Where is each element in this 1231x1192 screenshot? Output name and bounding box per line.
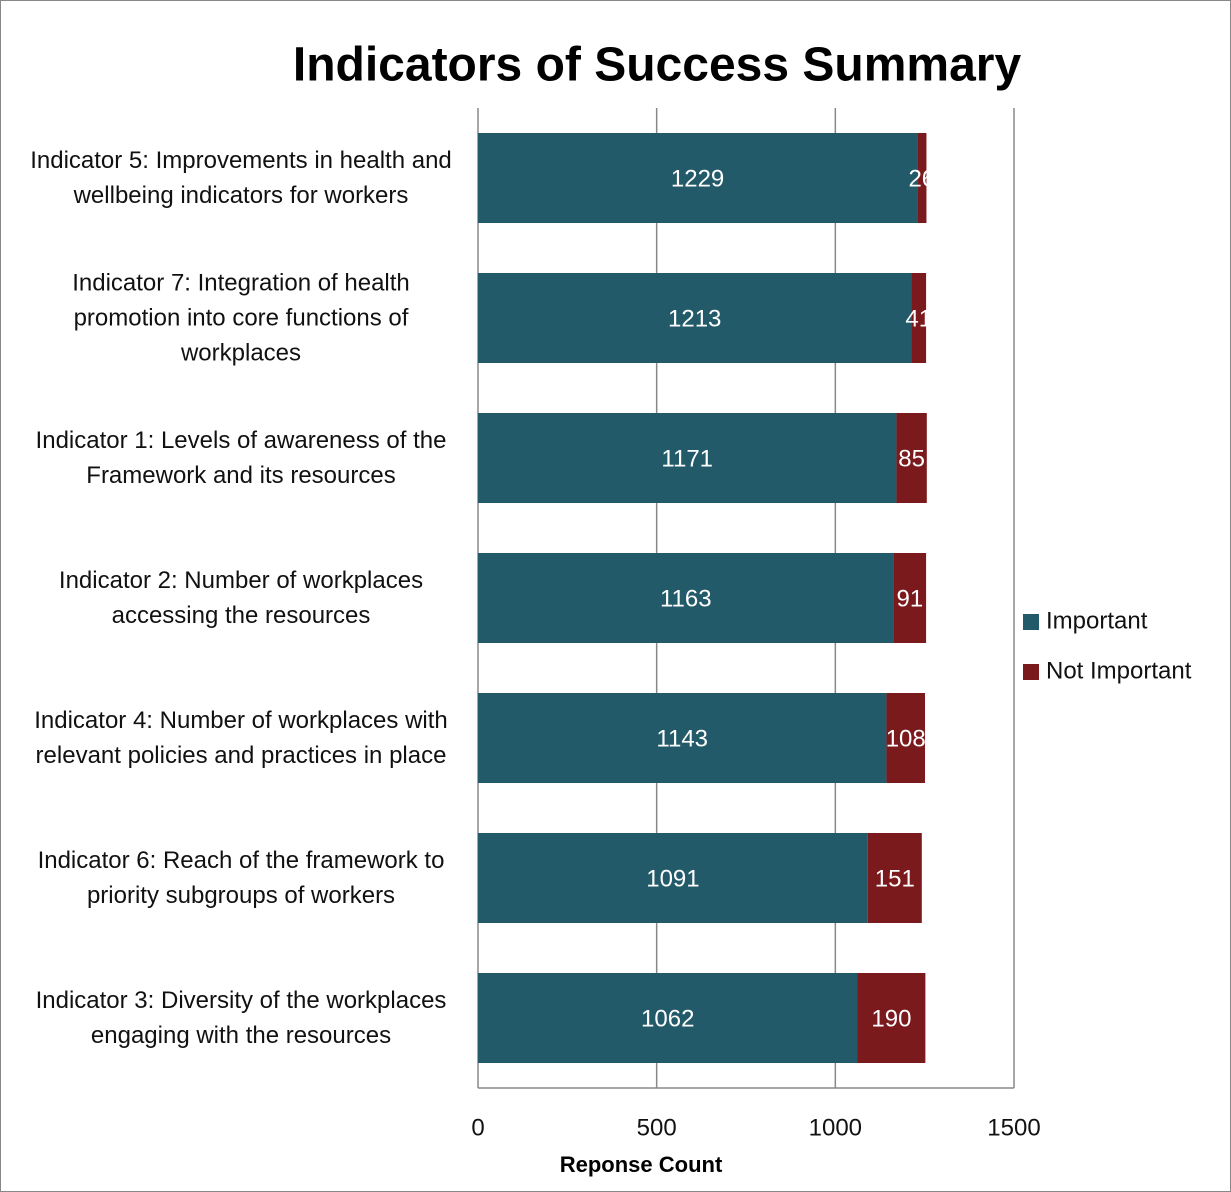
bar-segment <box>478 553 894 643</box>
bar-segment <box>857 973 926 1063</box>
y-tick-label: Indicator 5: Improvements in health and … <box>30 147 452 209</box>
data-label: 108 <box>886 725 926 752</box>
data-label: 1143 <box>656 725 708 752</box>
bar-segment <box>478 693 887 783</box>
data-label: 1062 <box>641 1005 694 1032</box>
bar-segment <box>896 413 927 503</box>
bar-segment <box>917 133 927 223</box>
y-tick-label: Indicator 1: Levels of awareness of the … <box>35 427 447 489</box>
x-tick-label: 500 <box>637 1114 677 1141</box>
x-tick-label: 1500 <box>987 1114 1040 1141</box>
bar-segment <box>886 693 926 783</box>
y-tick-label: Indicator 2: Number of workplaces access… <box>58 567 424 629</box>
bar-segment <box>478 273 912 363</box>
x-tick-label: 1000 <box>809 1114 862 1141</box>
data-label: 85 <box>898 445 925 472</box>
x-axis-title: Reponse Count <box>560 1152 723 1177</box>
bar-segment <box>893 553 927 643</box>
data-label: 41 <box>905 305 932 332</box>
bar-segment <box>911 273 927 363</box>
data-label: 1171 <box>661 445 713 472</box>
data-label: 1213 <box>668 305 721 332</box>
y-tick-label: Indicator 7: Integration of health promo… <box>72 269 410 367</box>
legend-label: Important <box>1046 607 1148 634</box>
data-label: 151 <box>875 865 915 892</box>
data-label: 1091 <box>646 865 699 892</box>
data-label: 26 <box>908 165 935 192</box>
y-tick-label: Indicator 3: Diversity of the workplaces… <box>35 987 447 1049</box>
legend-swatch <box>1023 614 1039 630</box>
y-tick-label: Indicator 4: Number of workplaces with r… <box>34 707 448 769</box>
chart-title: Indicators of Success Summary <box>293 39 1022 92</box>
legend-label: Not Important <box>1046 657 1192 684</box>
data-label: 1163 <box>660 585 712 612</box>
data-label: 91 <box>896 585 923 612</box>
bar-segment <box>478 833 868 923</box>
x-tick-label: 0 <box>471 1114 484 1141</box>
legend-swatch <box>1023 664 1039 680</box>
bar-segment <box>478 133 918 223</box>
data-label: 1229 <box>671 165 724 192</box>
data-label: 190 <box>871 1005 911 1032</box>
bar-segment <box>867 833 922 923</box>
y-tick-label: Indicator 6: Reach of the framework to p… <box>37 847 445 909</box>
bar-segment <box>478 413 897 503</box>
bar-segment <box>478 973 858 1063</box>
